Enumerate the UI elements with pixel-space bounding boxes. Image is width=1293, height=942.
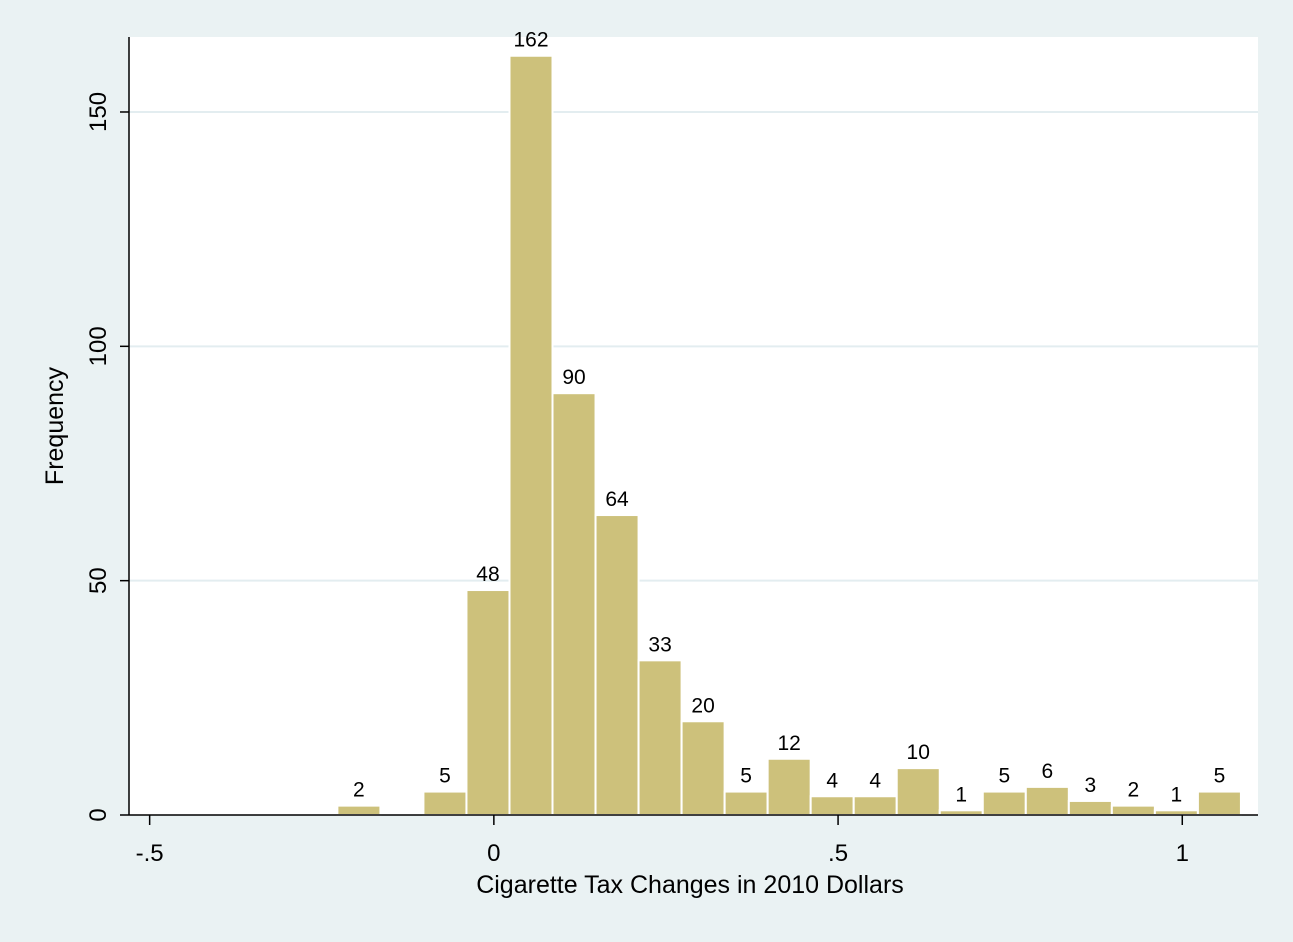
x-ticks: -.5 0 .5 1	[136, 815, 1189, 867]
y-tick-label: 150	[85, 92, 112, 132]
grid-lines	[129, 110, 1258, 582]
bar-value-label: 5	[740, 765, 752, 788]
histogram-bar	[680, 720, 726, 817]
x-tick-label: 1	[1176, 840, 1189, 867]
bar-value-label: 33	[648, 633, 671, 656]
histogram-bar	[1110, 804, 1156, 817]
histogram-bar	[594, 514, 640, 817]
y-tick-label: 0	[85, 808, 112, 821]
histogram-bar	[1196, 790, 1242, 817]
bar-value-label: 4	[826, 769, 838, 792]
histogram-bar	[637, 659, 683, 816]
bar-value-label: 6	[1041, 760, 1053, 783]
bar-value-label: 5	[439, 765, 451, 788]
histogram-bar	[465, 589, 511, 816]
bars	[336, 54, 1242, 817]
bar-value-label: 10	[907, 741, 930, 764]
bar-value-label: 48	[476, 563, 499, 586]
bar-value-label: 2	[1128, 779, 1140, 802]
histogram-bar	[551, 392, 597, 816]
histogram-bar	[981, 790, 1027, 817]
x-tick-label: .5	[828, 840, 848, 867]
histogram-bar	[723, 790, 769, 817]
bar-value-label: 3	[1084, 774, 1096, 797]
x-tick-label: 0	[487, 840, 500, 867]
histogram-bar	[809, 795, 855, 816]
bar-value-label: 12	[777, 732, 800, 755]
bar-value-label: 20	[691, 694, 714, 717]
histogram-bar	[1024, 785, 1070, 816]
bar-labels: 2 5 48 162 90 64 33 20 5 12 4 4 10 1 5 6 3 2 1 5	[353, 29, 1225, 807]
y-ticks: 0 50 100 150	[85, 92, 129, 822]
bar-value-label: 5	[1214, 765, 1226, 788]
bar-value-label: 2	[353, 779, 365, 802]
y-tick-label: 100	[85, 326, 112, 366]
bar-value-label: 162	[513, 29, 548, 52]
histogram-bar	[1067, 799, 1113, 816]
bar-value-label: 1	[1171, 783, 1183, 806]
y-axis-title: Frequency	[41, 366, 69, 485]
y-tick-label: 50	[85, 567, 112, 594]
bar-value-label: 64	[605, 488, 629, 511]
histogram-bar	[508, 54, 554, 816]
histogram-bar	[852, 795, 898, 816]
x-axis-title: Cigarette Tax Changes in 2010 Dollars	[476, 871, 904, 899]
bar-value-label: 1	[955, 783, 967, 806]
bar-value-label: 4	[869, 769, 881, 792]
plot-area	[129, 37, 1258, 815]
histogram-bar	[895, 767, 941, 816]
bar-value-label: 90	[562, 366, 585, 389]
bar-value-label: 5	[998, 765, 1010, 788]
histogram-bar	[336, 804, 382, 817]
x-tick-label: -.5	[136, 840, 164, 867]
histogram-bar	[766, 757, 812, 816]
histogram-bar	[422, 790, 468, 817]
